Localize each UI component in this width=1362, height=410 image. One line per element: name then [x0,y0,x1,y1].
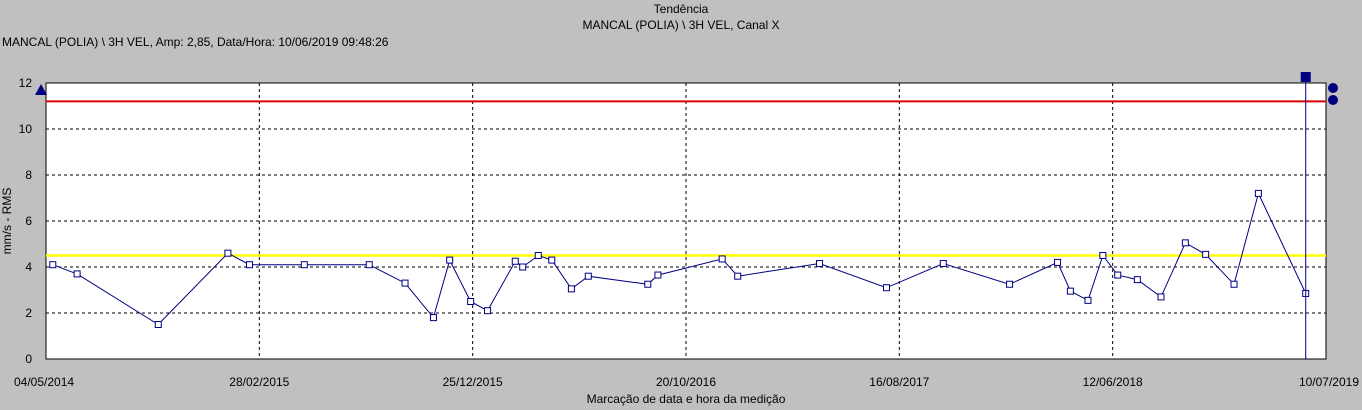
y-tick-label: 10 [19,122,33,136]
data-point[interactable] [939,260,947,268]
data-point[interactable] [401,279,409,287]
data-point[interactable] [1066,287,1074,295]
x-axis-label: Marcação de data e hora da medição [587,392,786,406]
data-point[interactable] [567,285,575,293]
y-tick-label: 6 [25,214,32,228]
data-point[interactable] [718,255,726,263]
data-point[interactable] [534,252,542,259]
data-point[interactable] [548,256,556,264]
y-tick-label: 0 [25,352,32,366]
chart-subtitle: MANCAL (POLIA) \ 3H VEL, Canal X [582,18,780,32]
data-point[interactable] [511,257,519,265]
data-point[interactable] [224,249,232,257]
data-point[interactable] [467,298,475,305]
scale-marker-icon[interactable] [35,84,47,95]
data-point[interactable] [1114,271,1122,279]
data-point[interactable] [1254,189,1262,197]
cursor-handle[interactable] [1300,72,1311,82]
data-point[interactable] [1230,280,1238,288]
data-point[interactable] [246,261,254,269]
data-point[interactable] [644,280,652,288]
y-axis-ticks: 0 2 4 6 8 10 12 [19,76,33,366]
data-point[interactable] [484,307,492,315]
data-point[interactable] [1054,258,1062,266]
y-tick-label: 4 [25,260,32,274]
data-point[interactable] [734,272,742,280]
x-tick-label: 04/05/2014 [14,375,74,389]
data-point[interactable] [882,284,890,292]
measurement-info: MANCAL (POLIA) \ 3H VEL, Amp: 2,85, Data… [2,35,389,49]
data-point[interactable] [446,256,454,264]
data-point[interactable] [816,260,824,268]
y-tick-label: 2 [25,306,32,320]
data-point[interactable] [300,261,308,269]
data-point[interactable] [1157,293,1165,301]
x-tick-label: 16/08/2017 [869,375,929,389]
series-markers[interactable] [49,189,1310,328]
x-tick-label: 10/07/2019 [1299,375,1359,389]
data-point[interactable] [1099,252,1107,259]
x-tick-label: 12/06/2018 [1083,375,1143,389]
x-tick-label: 28/02/2015 [229,375,289,389]
data-point[interactable] [654,271,662,279]
data-point[interactable] [73,270,81,278]
reference-lines [46,100,1326,257]
data-point[interactable] [519,263,527,271]
x-tick-label: 25/12/2015 [443,375,503,389]
x-axis-ticks: 04/05/2014 28/02/2015 25/12/2015 20/10/2016… [14,375,1359,389]
y-axis-label: mm/s - RMS [0,188,14,255]
level-marker-icon[interactable] [1328,83,1338,93]
data-point[interactable] [1202,250,1210,258]
data-point[interactable] [584,272,592,280]
data-point[interactable] [1084,296,1092,304]
data-point[interactable] [49,261,57,269]
data-point[interactable] [1181,239,1189,247]
data-point[interactable] [154,321,162,328]
data-point[interactable] [1006,280,1014,288]
y-tick-label: 12 [19,76,33,90]
cursor[interactable] [35,72,1338,359]
data-point[interactable] [365,261,373,269]
y-tick-label: 8 [25,168,32,182]
chart-title: Tendência [653,2,709,16]
data-point[interactable] [1133,276,1141,284]
level-marker-icon[interactable] [1328,95,1338,105]
grid-lines [46,83,1326,359]
data-point[interactable] [429,314,437,322]
x-tick-label: 20/10/2016 [656,375,716,389]
